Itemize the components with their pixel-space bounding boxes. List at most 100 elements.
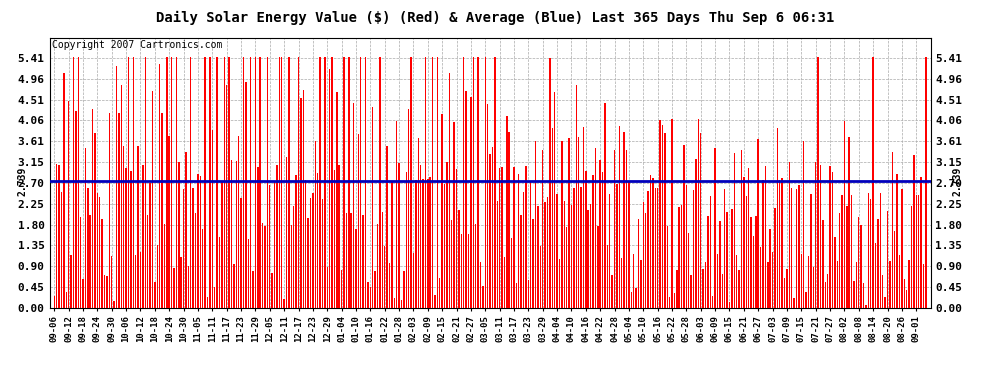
Bar — [499, 168, 500, 308]
Bar — [329, 69, 331, 308]
Bar — [832, 172, 834, 308]
Bar — [538, 206, 539, 308]
Bar — [455, 169, 457, 308]
Bar — [673, 292, 675, 308]
Bar — [415, 180, 417, 308]
Text: 2.739: 2.739 — [952, 166, 962, 196]
Bar — [664, 133, 665, 308]
Bar — [418, 138, 419, 308]
Bar — [616, 184, 618, 308]
Bar — [767, 262, 768, 308]
Bar — [468, 234, 469, 308]
Bar — [360, 57, 361, 308]
Bar — [791, 188, 792, 308]
Bar — [56, 164, 57, 308]
Bar — [147, 215, 148, 308]
Bar — [145, 57, 146, 308]
Bar — [863, 283, 864, 308]
Bar — [913, 155, 915, 308]
Bar — [243, 57, 245, 308]
Bar — [523, 192, 525, 308]
Bar — [528, 280, 529, 308]
Bar — [435, 296, 436, 307]
Bar — [209, 57, 211, 308]
Bar — [504, 257, 505, 307]
Bar — [341, 270, 343, 308]
Bar — [121, 85, 122, 308]
Bar — [590, 204, 591, 308]
Bar — [458, 210, 459, 308]
Bar — [578, 138, 579, 308]
Bar — [68, 102, 69, 308]
Bar — [626, 150, 628, 308]
Bar — [506, 116, 508, 308]
Bar — [317, 174, 319, 308]
Bar — [695, 159, 697, 308]
Bar — [602, 172, 603, 308]
Bar — [131, 171, 132, 308]
Bar — [355, 230, 356, 308]
Bar — [846, 206, 847, 308]
Bar — [369, 287, 371, 308]
Bar — [224, 57, 225, 308]
Bar — [238, 136, 240, 308]
Bar — [896, 174, 898, 308]
Bar — [408, 110, 409, 308]
Bar — [884, 297, 886, 307]
Bar — [820, 165, 821, 308]
Bar — [631, 292, 632, 308]
Bar — [633, 254, 635, 308]
Bar — [647, 191, 648, 308]
Bar — [221, 181, 223, 308]
Bar — [542, 150, 544, 308]
Bar — [246, 82, 247, 308]
Bar — [135, 255, 137, 308]
Bar — [159, 64, 160, 308]
Bar — [305, 180, 307, 308]
Bar — [604, 103, 606, 308]
Text: Daily Solar Energy Value ($) (Red) & Average (Blue) Last 365 Days Thu Sep 6 06:3: Daily Solar Energy Value ($) (Red) & Ave… — [155, 11, 835, 26]
Bar — [163, 224, 165, 308]
Bar — [178, 162, 179, 308]
Bar — [703, 270, 704, 308]
Bar — [681, 205, 682, 308]
Bar — [276, 165, 277, 308]
Bar — [350, 213, 351, 308]
Bar — [104, 274, 105, 308]
Bar — [843, 121, 845, 308]
Bar — [114, 301, 115, 307]
Bar — [334, 170, 336, 308]
Bar — [858, 217, 859, 308]
Bar — [389, 263, 390, 308]
Bar — [278, 57, 280, 308]
Bar — [521, 215, 522, 308]
Bar — [401, 300, 402, 307]
Bar — [909, 260, 910, 308]
Bar — [214, 286, 216, 308]
Bar — [774, 208, 776, 308]
Bar — [427, 179, 429, 308]
Bar — [889, 261, 891, 308]
Bar — [410, 57, 412, 308]
Bar — [72, 57, 74, 308]
Bar — [624, 132, 625, 308]
Bar — [140, 252, 142, 308]
Bar — [291, 225, 292, 308]
Bar — [439, 278, 441, 308]
Bar — [384, 246, 385, 308]
Bar — [850, 195, 852, 308]
Bar — [80, 217, 81, 308]
Bar — [65, 292, 67, 308]
Bar — [259, 57, 261, 308]
Bar — [609, 194, 611, 308]
Bar — [310, 198, 311, 308]
Bar — [513, 167, 515, 308]
Bar — [202, 229, 204, 308]
Bar — [241, 198, 242, 308]
Bar — [430, 177, 431, 308]
Bar — [772, 252, 773, 308]
Bar — [690, 275, 692, 308]
Bar — [546, 196, 548, 308]
Bar — [509, 132, 510, 308]
Bar — [307, 218, 309, 308]
